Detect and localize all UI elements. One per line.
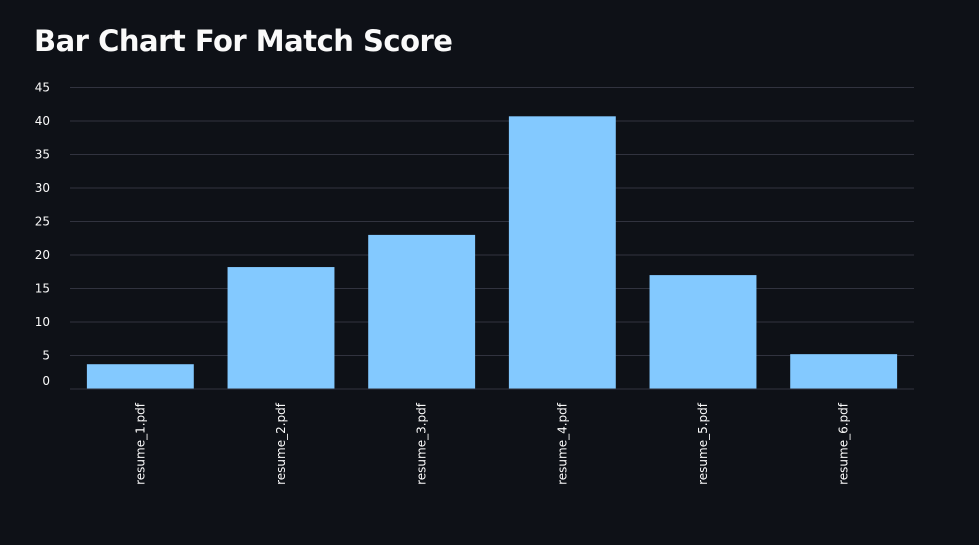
bar-resume-6-pdf[interactable] xyxy=(790,354,898,389)
bar-resume-4-pdf[interactable] xyxy=(508,116,616,389)
y-tick-label: 25 xyxy=(35,215,50,229)
x-tick-label: resume_3.pdf xyxy=(415,402,429,485)
y-tick-label: 10 xyxy=(35,315,50,329)
y-tick-label: 5 xyxy=(42,349,50,363)
bar-resume-1-pdf[interactable] xyxy=(86,364,194,389)
x-tick-label: resume_2.pdf xyxy=(274,402,288,485)
bar-resume-2-pdf[interactable] xyxy=(227,267,335,389)
y-tick-label: 45 xyxy=(35,81,50,95)
y-tick-label: 20 xyxy=(35,248,50,262)
bar-resume-5-pdf[interactable] xyxy=(649,275,757,389)
y-tick-label: 40 xyxy=(35,114,50,128)
page-title: Bar Chart For Match Score xyxy=(34,24,453,58)
x-tick-label: resume_4.pdf xyxy=(555,402,569,485)
y-tick-label: 15 xyxy=(35,282,50,296)
y-tick-label: 0 xyxy=(42,374,50,388)
x-tick-label: resume_6.pdf xyxy=(837,402,851,485)
bar-resume-3-pdf[interactable] xyxy=(368,234,476,389)
bar-layer xyxy=(86,116,898,389)
y-axis: 0 5 10 15 20 25 30 35 40 45 xyxy=(35,81,50,389)
x-tick-label: resume_5.pdf xyxy=(696,402,710,485)
x-tick-label: resume_1.pdf xyxy=(133,402,147,485)
x-axis: resume_1.pdf resume_2.pdf resume_3.pdf resu… xyxy=(70,388,914,485)
grid-layer xyxy=(70,87,914,390)
y-tick-label: 35 xyxy=(35,148,50,162)
y-tick-label: 30 xyxy=(35,181,50,195)
